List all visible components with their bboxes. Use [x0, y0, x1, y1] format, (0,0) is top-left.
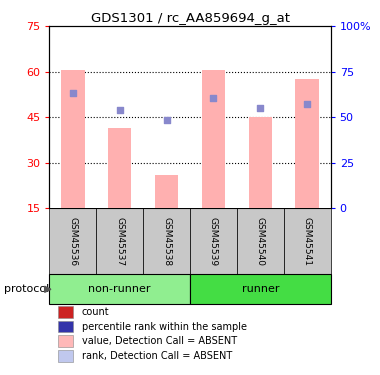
- Text: protocol: protocol: [4, 284, 49, 294]
- Point: [117, 106, 123, 112]
- Text: rank, Detection Call = ABSENT: rank, Detection Call = ABSENT: [82, 351, 232, 361]
- Bar: [61, 70, 85, 208]
- Bar: [284, 208, 331, 274]
- Text: percentile rank within the sample: percentile rank within the sample: [82, 321, 247, 332]
- Text: GSM45537: GSM45537: [115, 217, 124, 266]
- Text: count: count: [82, 307, 109, 316]
- Bar: [249, 117, 272, 208]
- Bar: [202, 70, 225, 208]
- Text: GSM45536: GSM45536: [68, 217, 78, 266]
- Title: GDS1301 / rc_AA859694_g_at: GDS1301 / rc_AA859694_g_at: [90, 12, 290, 25]
- Bar: [49, 208, 96, 274]
- Bar: [108, 128, 131, 208]
- Bar: [143, 208, 190, 274]
- Text: GSM45538: GSM45538: [162, 217, 171, 266]
- Text: value, Detection Call = ABSENT: value, Detection Call = ABSENT: [82, 336, 237, 346]
- Bar: [190, 274, 331, 304]
- Point: [257, 105, 263, 111]
- Bar: [96, 208, 143, 274]
- Bar: [237, 208, 284, 274]
- Text: GSM45539: GSM45539: [209, 217, 218, 266]
- Point: [70, 90, 76, 96]
- Point: [163, 117, 169, 123]
- Bar: [296, 80, 319, 208]
- Bar: [58, 321, 73, 333]
- Point: [211, 94, 217, 100]
- Bar: [155, 175, 178, 208]
- Point: [304, 100, 310, 106]
- Text: runner: runner: [242, 284, 279, 294]
- Bar: [190, 208, 237, 274]
- Bar: [49, 274, 190, 304]
- Text: GSM45540: GSM45540: [256, 217, 265, 266]
- Bar: [58, 350, 73, 362]
- Bar: [58, 336, 73, 347]
- Text: non-runner: non-runner: [89, 284, 151, 294]
- Text: GSM45541: GSM45541: [302, 217, 312, 266]
- Bar: [58, 306, 73, 318]
